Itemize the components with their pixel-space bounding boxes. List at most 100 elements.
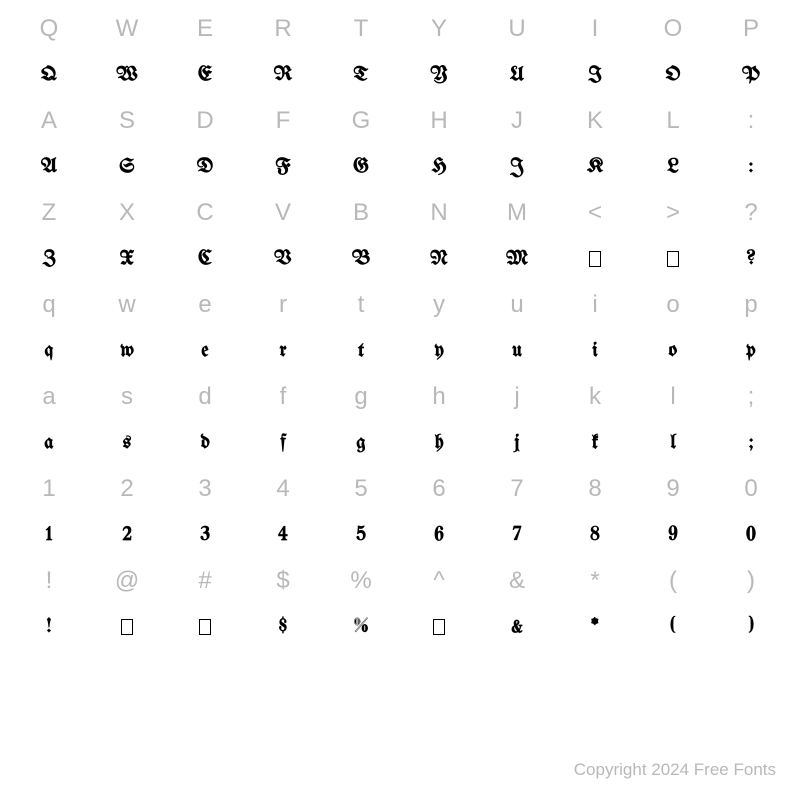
reference-char: % bbox=[350, 567, 371, 595]
reference-char-cell: o bbox=[634, 282, 712, 328]
reference-char: a bbox=[42, 383, 55, 411]
glyph-char-cell: P bbox=[712, 52, 790, 98]
reference-char-cell: & bbox=[478, 558, 556, 604]
glyph-char: A bbox=[41, 157, 57, 178]
reference-char: @ bbox=[115, 567, 139, 595]
reference-char-cell: w bbox=[88, 282, 166, 328]
glyph-char-cell: $ bbox=[244, 604, 322, 650]
reference-char: D bbox=[196, 107, 213, 135]
glyph-char-cell: g bbox=[322, 420, 400, 466]
glyph-char-cell: Q bbox=[10, 52, 88, 98]
glyph-char: G bbox=[353, 157, 368, 178]
reference-char: K bbox=[587, 107, 603, 135]
reference-char-cell: % bbox=[322, 558, 400, 604]
glyph-char-cell: s bbox=[88, 420, 166, 466]
reference-char-cell: E bbox=[166, 6, 244, 52]
glyph-char: 7 bbox=[513, 525, 522, 546]
reference-char-cell: F bbox=[244, 98, 322, 144]
glyph-char: 6 bbox=[434, 525, 443, 546]
glyph-char-cell: F bbox=[244, 144, 322, 190]
glyph-char: g bbox=[356, 433, 365, 454]
reference-char-cell: O bbox=[634, 6, 712, 52]
reference-char: A bbox=[41, 107, 57, 135]
glyph-char: 4 bbox=[278, 525, 287, 546]
reference-char-cell: 7 bbox=[478, 466, 556, 512]
reference-char: l bbox=[670, 383, 675, 411]
reference-char-cell: Z bbox=[10, 190, 88, 236]
reference-char: < bbox=[588, 199, 602, 227]
glyph-char-cell: H bbox=[400, 144, 478, 190]
glyph-char: R bbox=[274, 65, 293, 86]
reference-char-cell: : bbox=[712, 98, 790, 144]
missing-glyph-box bbox=[400, 604, 478, 650]
glyph-char: 9 bbox=[668, 525, 677, 546]
reference-char: ? bbox=[744, 199, 757, 227]
glyph-char-cell: p bbox=[712, 328, 790, 374]
reference-char: p bbox=[744, 291, 757, 319]
reference-char-cell: G bbox=[322, 98, 400, 144]
reference-char-cell: h bbox=[400, 374, 478, 420]
glyph-char: ( bbox=[671, 617, 676, 638]
reference-char: N bbox=[430, 199, 447, 227]
reference-char: j bbox=[514, 383, 519, 411]
reference-char-cell: W bbox=[88, 6, 166, 52]
reference-char: s bbox=[121, 383, 133, 411]
glyph-char-cell: J bbox=[478, 144, 556, 190]
reference-char: y bbox=[433, 291, 445, 319]
glyph-char-cell: q bbox=[10, 328, 88, 374]
reference-char: ^ bbox=[433, 567, 444, 595]
reference-char: R bbox=[274, 15, 291, 43]
missing-glyph-box bbox=[634, 236, 712, 282]
reference-char: h bbox=[432, 383, 445, 411]
glyph-char-cell: : bbox=[712, 144, 790, 190]
reference-char: q bbox=[42, 291, 55, 319]
reference-char-cell: k bbox=[556, 374, 634, 420]
glyph-char-cell bbox=[634, 236, 712, 282]
glyph-char-cell: h bbox=[400, 420, 478, 466]
glyph-char: $ bbox=[279, 617, 287, 638]
reference-char: M bbox=[507, 199, 527, 227]
glyph-char: L bbox=[667, 157, 678, 178]
reference-char-cell: > bbox=[634, 190, 712, 236]
reference-char-cell: P bbox=[712, 6, 790, 52]
reference-char: O bbox=[664, 15, 683, 43]
glyph-char-cell: 8 bbox=[556, 512, 634, 558]
glyph-char: s bbox=[123, 433, 131, 454]
glyph-char: u bbox=[512, 341, 522, 362]
glyph-char: h bbox=[435, 433, 444, 454]
reference-char: Y bbox=[431, 15, 447, 43]
reference-char: > bbox=[666, 199, 680, 227]
reference-char: G bbox=[352, 107, 371, 135]
glyph-char: ; bbox=[749, 433, 752, 454]
glyph-char-cell: l bbox=[634, 420, 712, 466]
reference-char-cell: * bbox=[556, 558, 634, 604]
glyph-char-cell: & bbox=[478, 604, 556, 650]
reference-char-cell: ? bbox=[712, 190, 790, 236]
glyph-char-cell: Y bbox=[400, 52, 478, 98]
reference-char-cell: X bbox=[88, 190, 166, 236]
reference-char: & bbox=[509, 567, 525, 595]
glyph-char: : bbox=[749, 157, 753, 178]
glyph-char-cell: 7 bbox=[478, 512, 556, 558]
reference-char: g bbox=[354, 383, 367, 411]
reference-char: Q bbox=[40, 15, 59, 43]
glyph-char: S bbox=[119, 157, 134, 178]
glyph-char-cell: R bbox=[244, 52, 322, 98]
glyph-char-cell: t bbox=[322, 328, 400, 374]
glyph-char-cell bbox=[556, 236, 634, 282]
glyph-char: 3 bbox=[200, 525, 209, 546]
reference-char-cell: D bbox=[166, 98, 244, 144]
reference-char-cell: ; bbox=[712, 374, 790, 420]
glyph-char-cell: k bbox=[556, 420, 634, 466]
glyph-char-cell: B bbox=[322, 236, 400, 282]
reference-char-cell: V bbox=[244, 190, 322, 236]
glyph-char-cell: ; bbox=[712, 420, 790, 466]
glyph-char: % bbox=[354, 617, 368, 638]
reference-char: P bbox=[743, 15, 759, 43]
reference-char: ; bbox=[748, 383, 755, 411]
reference-char-cell: i bbox=[556, 282, 634, 328]
glyph-char-cell: 4 bbox=[244, 512, 322, 558]
glyph-char: O bbox=[665, 65, 680, 86]
glyph-char-cell: Z bbox=[10, 236, 88, 282]
glyph-char-cell: r bbox=[244, 328, 322, 374]
